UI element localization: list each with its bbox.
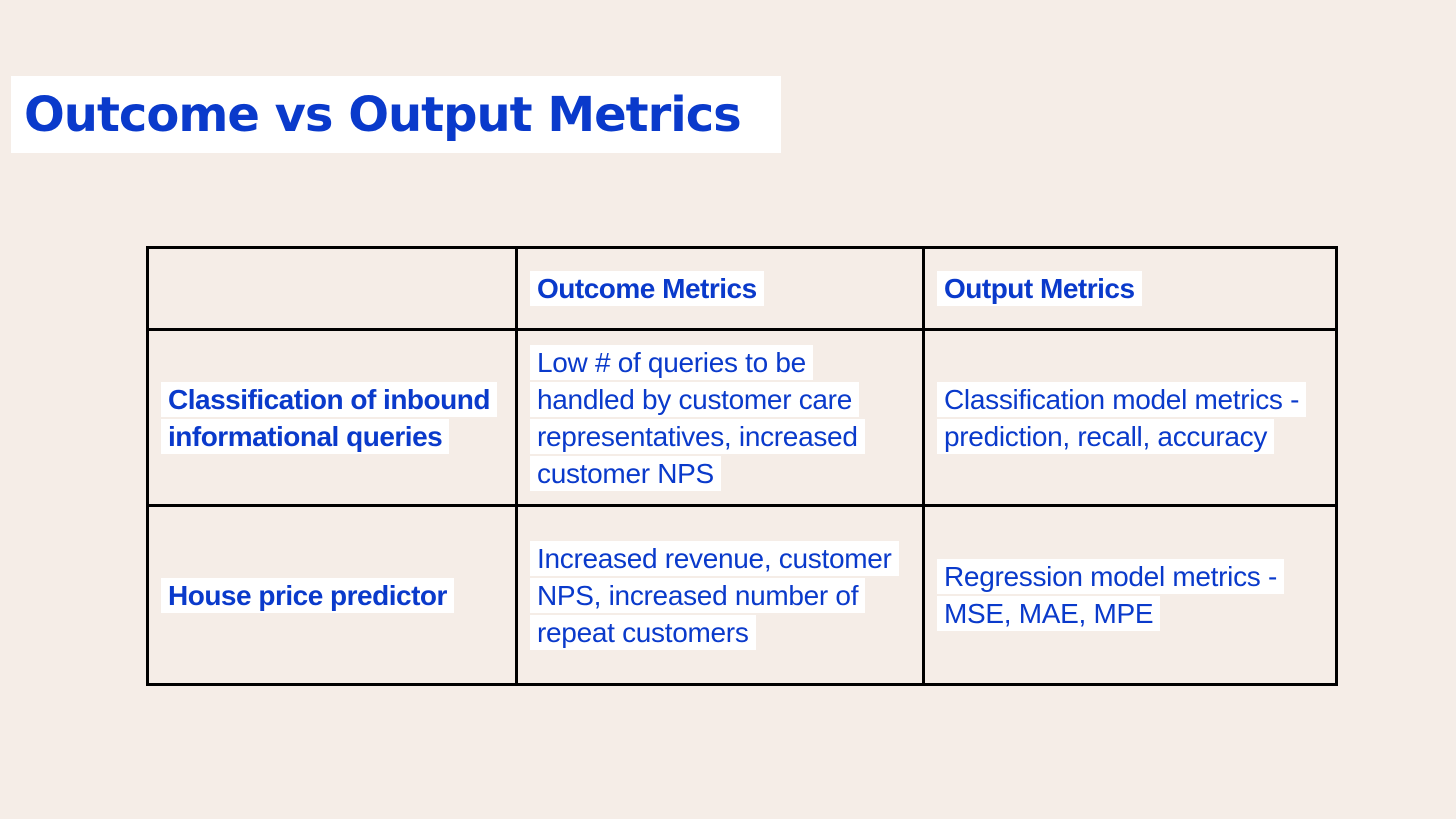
output-house-price: Regression model metrics - MSE, MAE, MPE <box>937 559 1284 631</box>
row-label-classification: Classification of inbound informational … <box>161 381 497 454</box>
outcome-house-price: Increased revenue, customer NPS, increas… <box>530 540 899 650</box>
outcome-cell: Low # of queries to be handled by custom… <box>515 328 925 507</box>
output-cell: Regression model metrics - MSE, MAE, MPE <box>922 504 1338 686</box>
outcome-cell: Increased revenue, customer NPS, increas… <box>515 504 925 686</box>
title-box: Outcome vs Output Metrics <box>11 76 781 153</box>
header-cell-output: Output Metrics <box>922 246 1338 331</box>
metrics-table: Outcome Metrics Output Metrics Classific… <box>146 246 1338 686</box>
output-classification: Classification model metrics - predictio… <box>937 381 1307 454</box>
header-output-metrics: Output Metrics <box>937 270 1142 306</box>
row-label-cell: Classification of inbound informational … <box>146 328 518 507</box>
table-row: House price predictor Increased revenue,… <box>146 504 1338 686</box>
header-outcome-metrics: Outcome Metrics <box>530 270 764 306</box>
header-cell-outcome: Outcome Metrics <box>515 246 925 331</box>
header-cell-empty <box>146 246 518 331</box>
row-label-house-price: House price predictor <box>161 577 454 613</box>
table-row: Classification of inbound informational … <box>146 328 1338 507</box>
row-label-cell: House price predictor <box>146 504 518 686</box>
table-header-row: Outcome Metrics Output Metrics <box>146 246 1338 331</box>
outcome-classification: Low # of queries to be handled by custom… <box>530 344 865 491</box>
page-title: Outcome vs Output Metrics <box>24 86 742 143</box>
output-cell: Classification model metrics - predictio… <box>922 328 1338 507</box>
